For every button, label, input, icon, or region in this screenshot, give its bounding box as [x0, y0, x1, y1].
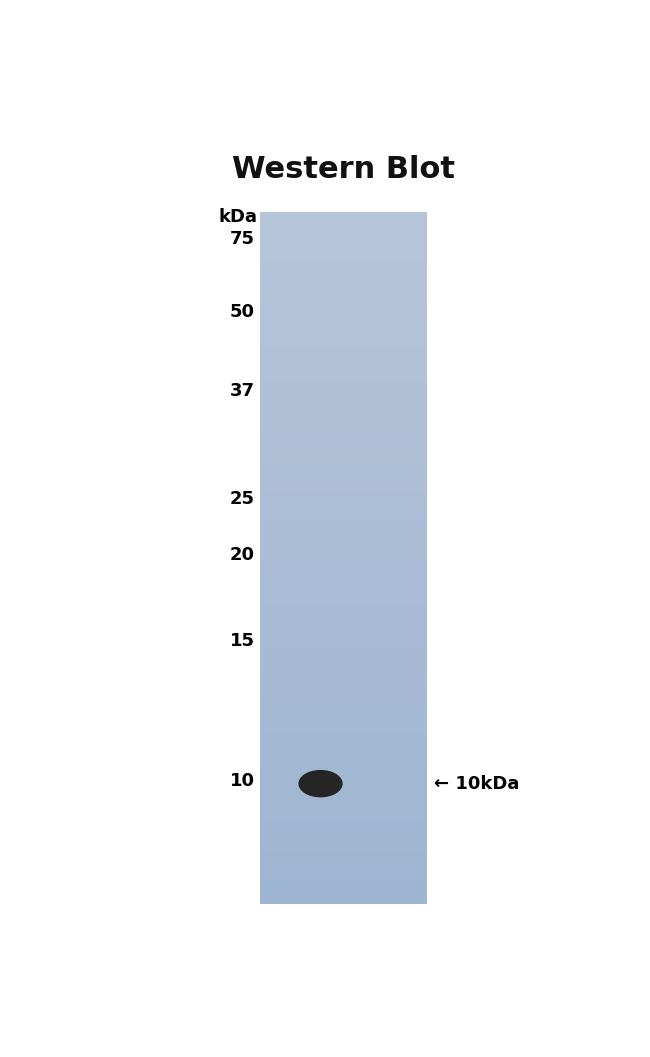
- Text: Western Blot: Western Blot: [231, 155, 455, 185]
- Text: 15: 15: [230, 632, 255, 650]
- Text: 25: 25: [230, 489, 255, 507]
- Text: 75: 75: [230, 230, 255, 248]
- Text: 20: 20: [230, 546, 255, 564]
- Text: 50: 50: [230, 303, 255, 321]
- Text: 10: 10: [230, 773, 255, 791]
- Text: 37: 37: [230, 382, 255, 400]
- Ellipse shape: [299, 771, 342, 797]
- Text: kDa: kDa: [218, 208, 257, 226]
- Text: ← 10kDa: ← 10kDa: [434, 775, 519, 793]
